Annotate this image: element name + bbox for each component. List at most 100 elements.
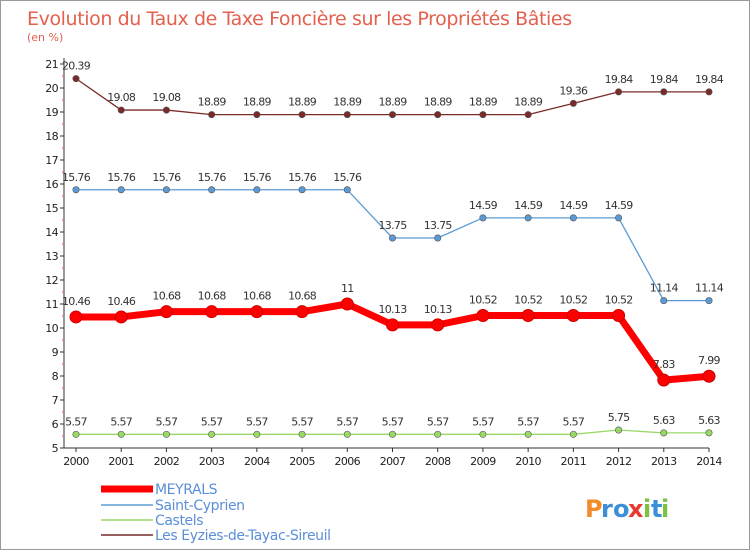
- logo-letter: r: [601, 495, 613, 523]
- data-point: [159, 305, 173, 319]
- data-point: [479, 111, 487, 119]
- data-label: 13.75: [424, 219, 453, 232]
- data-point: [162, 106, 170, 114]
- data-label: 10.13: [424, 303, 453, 316]
- x-tick-label: 2006: [334, 455, 360, 468]
- data-point: [298, 186, 306, 194]
- data-label: 15.76: [288, 171, 317, 184]
- data-label: 10.46: [107, 295, 136, 308]
- data-label: 5.57: [201, 415, 223, 428]
- data-label: 19.08: [152, 91, 181, 104]
- data-label: 5.57: [110, 415, 132, 428]
- data-point: [117, 106, 125, 114]
- data-label: 5.57: [65, 415, 87, 428]
- data-point: [569, 430, 577, 438]
- data-label: 10.68: [198, 290, 227, 303]
- data-label: 5.57: [563, 415, 585, 428]
- data-label: 15.76: [198, 171, 227, 184]
- data-label: 18.89: [379, 96, 408, 109]
- data-point: [569, 214, 577, 222]
- data-point: [343, 430, 351, 438]
- data-point: [117, 430, 125, 438]
- data-label: 19.84: [650, 73, 679, 86]
- data-point: [72, 186, 80, 194]
- y-tick-label: 6: [52, 418, 59, 431]
- y-tick-label: 8: [52, 370, 59, 383]
- data-label: 18.89: [198, 96, 227, 109]
- data-point: [705, 297, 713, 305]
- y-tick-label: 18: [45, 130, 58, 143]
- data-point: [521, 309, 535, 323]
- data-point: [615, 88, 623, 96]
- data-label: 5.75: [608, 411, 630, 424]
- data-point: [705, 88, 713, 96]
- x-tick-label: 2013: [651, 455, 677, 468]
- series-meyrals: 10.46 10.46 10.68 10.68 10.68 10.68 11 10.13 10.…: [62, 282, 721, 387]
- data-point: [660, 429, 668, 437]
- x-tick-label: 2014: [696, 455, 722, 468]
- data-label: 14.59: [514, 199, 543, 212]
- series-castels: 5.57 5.57 5.57 5.57 5.57 5.57 5.57 5.57 5.57 5.57…: [65, 411, 721, 438]
- data-label: 11.14: [650, 282, 679, 295]
- data-point: [298, 430, 306, 438]
- y-tick-label: 5: [52, 442, 59, 455]
- data-label: 18.89: [514, 96, 543, 109]
- data-label: 5.57: [517, 415, 539, 428]
- data-point: [386, 318, 399, 332]
- y-tick-label: 17: [45, 154, 58, 167]
- data-label: 13.75: [379, 219, 408, 232]
- data-label: 5.57: [156, 415, 178, 428]
- data-label: 10.52: [605, 294, 633, 307]
- data-point: [162, 186, 170, 194]
- data-point: [343, 186, 351, 194]
- y-tick-label: 20: [45, 82, 58, 95]
- axes: 5 6 7 8 9 10 11 12 13 14 15 16 17 18 19 20 21 2000 2001 200…: [45, 58, 723, 468]
- data-label: 5.57: [291, 415, 313, 428]
- data-label: 5.57: [472, 415, 494, 428]
- data-label: 15.76: [62, 171, 91, 184]
- data-label: 14.59: [605, 199, 634, 212]
- data-label: 5.57: [246, 415, 268, 428]
- data-point: [524, 111, 532, 119]
- data-label: 19.36: [559, 84, 588, 97]
- y-tick-label: 11: [45, 298, 58, 311]
- data-point: [479, 430, 487, 438]
- data-label: 10.68: [243, 290, 272, 303]
- data-label: 15.76: [333, 171, 362, 184]
- data-label: 18.89: [333, 96, 362, 109]
- legend-label: Castels: [155, 513, 203, 529]
- data-label: 18.89: [288, 96, 317, 109]
- data-point: [205, 305, 219, 319]
- x-tick-label: 2003: [199, 455, 225, 468]
- data-point: [479, 214, 487, 222]
- data-label: 5.63: [653, 414, 675, 427]
- data-point: [253, 111, 261, 119]
- data-point: [660, 297, 668, 305]
- data-point: [615, 426, 623, 434]
- data-label: 7.99: [698, 354, 720, 367]
- x-tick-label: 2004: [244, 455, 270, 468]
- data-label: 15.76: [152, 171, 181, 184]
- data-label: 7.83: [653, 358, 675, 371]
- x-tick-label: 2011: [561, 455, 587, 468]
- logo-letter: x: [628, 495, 644, 523]
- data-point: [524, 430, 532, 438]
- y-tick-label: 16: [45, 178, 58, 191]
- data-point: [250, 305, 264, 319]
- data-label: 20.39: [62, 60, 91, 73]
- y-tick-label: 14: [45, 226, 58, 239]
- data-point: [208, 430, 216, 438]
- data-point: [253, 430, 261, 438]
- data-point: [72, 75, 80, 83]
- legend-label: Saint-Cyprien: [155, 498, 245, 514]
- data-point: [431, 318, 445, 332]
- data-point: [388, 430, 396, 438]
- data-point: [388, 111, 396, 119]
- data-label: 18.89: [469, 96, 498, 109]
- x-tick-label: 2009: [470, 455, 496, 468]
- legend-label: Les Eyzies-de-Tayac-Sireuil: [155, 528, 331, 544]
- data-point: [434, 234, 442, 242]
- logo-letter: t: [651, 495, 662, 523]
- chart-subtitle: (en %): [27, 31, 63, 44]
